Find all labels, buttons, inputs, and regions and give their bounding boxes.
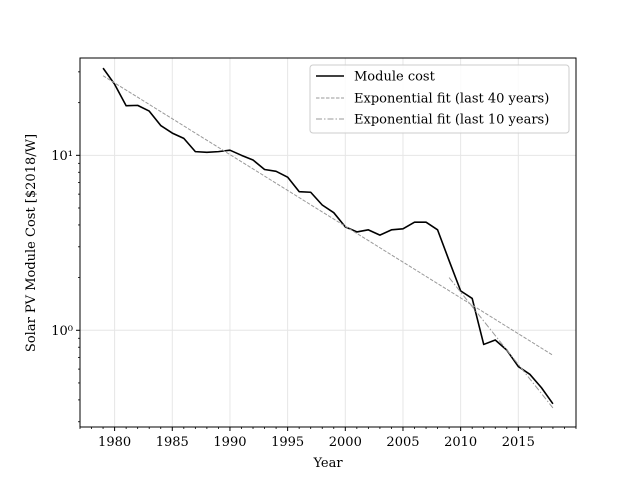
legend: Module cost Exponential fit (last 40 yea… [309, 64, 570, 134]
x-tick-label: 1995 [271, 435, 304, 450]
series-fit-last-40-years [102, 75, 554, 356]
tick-layer: 1980 1985 1990 1995 2000 2005 2010 2015 10⁰ 10¹ [51, 71, 577, 450]
y-tick-label: 10¹ [51, 149, 73, 164]
x-tick-label: 1990 [213, 435, 246, 450]
legend-label-fit-40: Exponential fit (last 40 years) [354, 92, 549, 107]
x-tick-label: 1985 [156, 435, 189, 450]
x-tick-label: 2000 [329, 435, 362, 450]
series-layer [102, 67, 554, 409]
x-axis-label: Year [312, 456, 343, 471]
x-tick-label: 2015 [502, 435, 535, 450]
x-tick-label: 1980 [98, 435, 131, 450]
y-axis-label: Solar PV Module Cost [$2018/W] [24, 134, 39, 352]
y-tick-label: 10⁰ [51, 324, 73, 339]
x-tick-label: 2005 [386, 435, 419, 450]
legend-label-module-cost: Module cost [354, 70, 436, 85]
legend-label-fit-10: Exponential fit (last 10 years) [354, 113, 549, 128]
series-fit-last-10-years [448, 277, 554, 409]
plot-frame [79, 57, 577, 428]
x-tick-label: 2010 [444, 435, 477, 450]
legend-box [309, 64, 570, 134]
series-module-cost [102, 67, 554, 405]
